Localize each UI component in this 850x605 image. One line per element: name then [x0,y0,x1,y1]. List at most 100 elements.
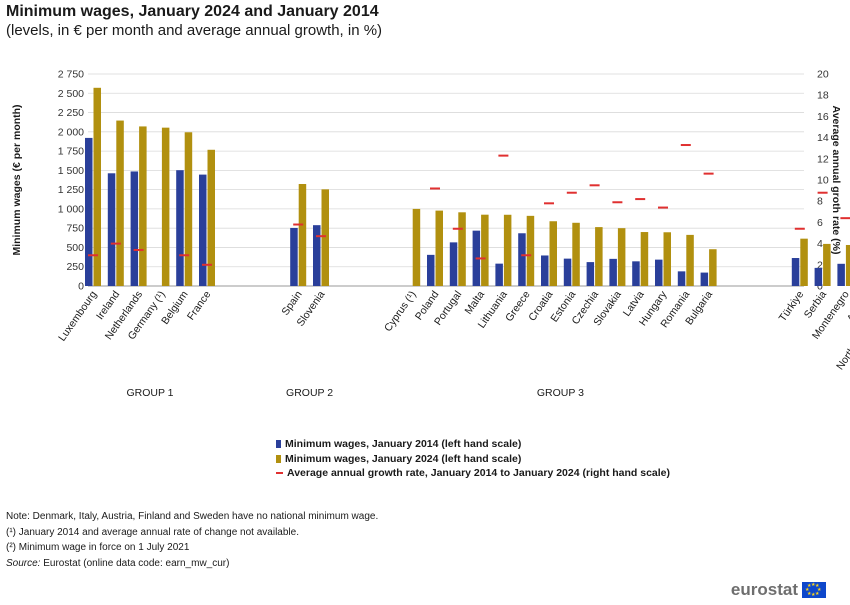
bar-2014 [837,263,845,286]
bar-2024 [139,126,147,287]
group-label: GROUP 2 [286,387,333,399]
note-line: (¹) January 2014 and average annual rate… [6,526,299,538]
bar-2024 [800,238,808,286]
y-right-tick-label: 4 [817,238,823,250]
y-left-axis-title: Minimum wages (€ per month) [11,104,23,255]
legend-swatch-2024 [276,454,281,463]
bar-2024 [458,212,466,286]
x-tick-label: Türkiye [777,289,807,324]
bar-2014 [130,171,139,286]
chart-title: Minimum wages, January 2024 and January … [6,3,379,20]
source-label: Source: [6,557,41,569]
bar-2014 [655,259,663,286]
chart: 0 250 500 750 1 000 1 250 1 500 1 750 2 000 2 250… [11,69,850,399]
y-left-tick-label: 1 500 [58,165,84,177]
y-left-tick-label: 2 500 [58,88,84,100]
bar-2014 [313,225,321,286]
legend-label-growth: Average annual growth rate, January 2014… [287,467,670,480]
legend-label-2024: Minimum wages, January 2024 (left hand s… [285,452,522,465]
bar-2014 [107,173,116,286]
y-right-tick-label: 12 [817,153,829,165]
x-tick-label: France [185,289,214,323]
bar-2024 [435,210,443,286]
y-left-tick-label: 1 000 [58,203,84,215]
bar-2014 [700,272,709,286]
bar-2024 [116,120,124,286]
y-right-tick-label: 2 [817,259,823,271]
y-right-tick-label: 14 [817,132,829,144]
bar-2014 [290,227,298,286]
group-label: GROUP 3 [537,387,584,399]
bar-2014 [563,258,572,286]
legend: Minimum wages, January 2014 (left hand s… [276,437,670,481]
note-line: Note: Denmark, Italy, Austria, Finland a… [6,511,379,522]
bar-2024 [298,184,307,286]
bar-2014 [176,170,184,286]
bar-2024 [640,232,649,286]
legend-swatch-2014 [276,440,281,449]
y-right-tick-label: 0 [817,281,823,293]
footnotes: Note: Denmark, Italy, Austria, Finland a… [6,509,378,571]
y-right-tick-label: 16 [817,111,829,123]
bar-2014 [609,258,617,286]
legend-item-2014: Minimum wages, January 2014 (left hand s… [276,437,670,452]
y-left-tick-label: 2 250 [58,107,84,119]
x-tick-label: Luxembourg [56,289,99,344]
eu-flag-icon: ★ ★ ★ ★ ★ ★ ★ ★ [802,582,826,598]
bar-2014 [632,261,640,286]
chart-subtitle: (levels, in € per month and average annu… [6,22,383,39]
bar-2024 [823,243,831,286]
bar-2024 [412,208,421,286]
y-left-tick-label: 1 750 [58,146,84,158]
bar-2024 [481,214,489,286]
y-right-axis-title: Average annual groth rate (%) [830,106,842,255]
legend-item-growth: Average annual growth rate, January 2014… [276,466,670,481]
y-right-tick-label: 10 [817,175,829,187]
bar-2024 [321,189,329,286]
bar-2014 [85,137,93,286]
legend-item-2024: Minimum wages, January 2024 (left hand s… [276,452,670,467]
legend-label-2014: Minimum wages, January 2014 (left hand s… [285,438,522,451]
group-label: GROUP 1 [126,387,173,399]
y-left-tick-label: 500 [66,242,84,254]
y-right-tick-label: 20 [817,69,829,81]
bar-2024 [503,214,512,286]
bar-2014 [814,267,823,286]
bar-2014 [586,262,595,286]
legend-swatch-growth [276,472,283,475]
bar-2024 [549,221,557,286]
bar-2024 [93,87,101,286]
y-right-tick-label: 6 [817,217,823,229]
bar-2014 [518,233,526,286]
y-left-tick-label: 2 000 [58,126,84,138]
source-line: Source: Eurostat (online data code: earn… [6,556,378,572]
y-left-tick-label: 0 [78,281,84,293]
bar-2014 [541,255,549,286]
bar-2014 [449,242,458,286]
bar-2024 [663,232,671,286]
y-right-tick-label: 18 [817,90,829,102]
eurostat-logo: eurostat ★ ★ ★ ★ ★ ★ ★ ★ [731,580,826,600]
bar-2014 [791,258,800,286]
bar-2024 [845,244,850,286]
bar-2024 [617,228,626,286]
y-left-tick-label: 2 750 [58,69,84,81]
y-left-tick-label: 250 [66,261,84,273]
bar-2024 [184,132,193,286]
y-left-tick-label: 1 250 [58,184,84,196]
x-tick-label: Cyprus (¹) [382,289,419,334]
note-line: (²) Minimum wage in force on 1 July 2021 [6,542,190,553]
bar-2014 [427,254,435,286]
bar-2024 [526,215,535,286]
source-text: Eurostat (online data code: earn_mw_cur) [40,557,230,569]
bar-2024 [161,127,170,286]
logo-text: eurostat [730,580,798,599]
bar-2024 [572,222,580,286]
bar-2024 [207,149,215,286]
bar-2024 [709,249,717,286]
y-left-tick-label: 750 [66,223,84,235]
bar-2014 [677,271,686,286]
bar-2024 [686,234,694,286]
y-right-tick-label: 8 [817,196,823,208]
bar-2024 [595,227,603,286]
